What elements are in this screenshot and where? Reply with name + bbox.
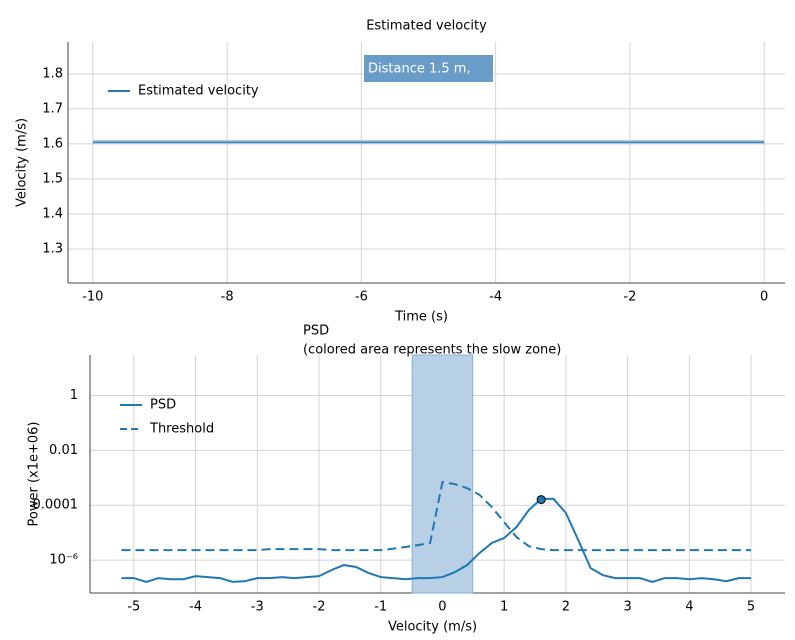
x-tick-label: 0 bbox=[760, 290, 768, 305]
x-tick-label: -2 bbox=[623, 290, 636, 305]
annotation: Distance 1.5 m, bbox=[368, 62, 471, 77]
x-tick-label: -6 bbox=[355, 290, 368, 305]
y-axis-label: Velocity (m/s) bbox=[15, 118, 30, 207]
y-tick-label: 1.3 bbox=[42, 242, 63, 257]
y-tick-label: 1 bbox=[70, 388, 78, 403]
legend-label: Threshold bbox=[149, 422, 214, 437]
x-tick-label: -1 bbox=[374, 600, 387, 615]
chart-title: Estimated velocity bbox=[366, 19, 487, 34]
series-line bbox=[121, 480, 752, 552]
x-tick-label: 1 bbox=[500, 600, 508, 615]
x-axis-label: Velocity (m/s) bbox=[388, 620, 477, 635]
y-tick-label: 1.8 bbox=[42, 66, 63, 81]
x-tick-label: -3 bbox=[251, 600, 264, 615]
x-tick-label: 3 bbox=[623, 600, 631, 615]
chart-subtitle: (colored area represents the slow zone) bbox=[303, 343, 561, 358]
x-axis-label: Time (s) bbox=[394, 310, 448, 325]
y-tick-label: 0.01 bbox=[49, 443, 78, 458]
y-tick-label: 1.6 bbox=[42, 136, 63, 151]
x-tick-label: -10 bbox=[82, 290, 103, 305]
series-line bbox=[121, 497, 752, 583]
x-tick-label: -8 bbox=[221, 290, 234, 305]
x-tick-label: -2 bbox=[313, 600, 326, 615]
y-tick-label: 10⁻⁶ bbox=[49, 553, 78, 568]
x-tick-label: 5 bbox=[747, 600, 755, 615]
chart-title: PSD bbox=[303, 324, 329, 339]
x-tick-label: 2 bbox=[562, 600, 570, 615]
x-tick-label: 4 bbox=[685, 600, 693, 615]
y-axis-label: Power (x1e+06) bbox=[27, 422, 42, 527]
x-tick-label: -4 bbox=[189, 600, 202, 615]
slow-zone bbox=[411, 354, 474, 594]
legend-label: PSD bbox=[150, 398, 176, 413]
y-tick-label: 1.5 bbox=[42, 171, 63, 186]
y-tick-label: 0.0001 bbox=[33, 498, 79, 513]
y-tick-label: 1.4 bbox=[42, 206, 63, 221]
y-tick-label: 1.7 bbox=[42, 101, 63, 116]
x-tick-label: -4 bbox=[489, 290, 502, 305]
x-tick-label: 0 bbox=[438, 600, 446, 615]
legend-label: Estimated velocity bbox=[138, 84, 259, 99]
annotation-box bbox=[364, 55, 493, 82]
peak-marker bbox=[536, 495, 546, 505]
x-tick-label: -5 bbox=[127, 600, 140, 615]
